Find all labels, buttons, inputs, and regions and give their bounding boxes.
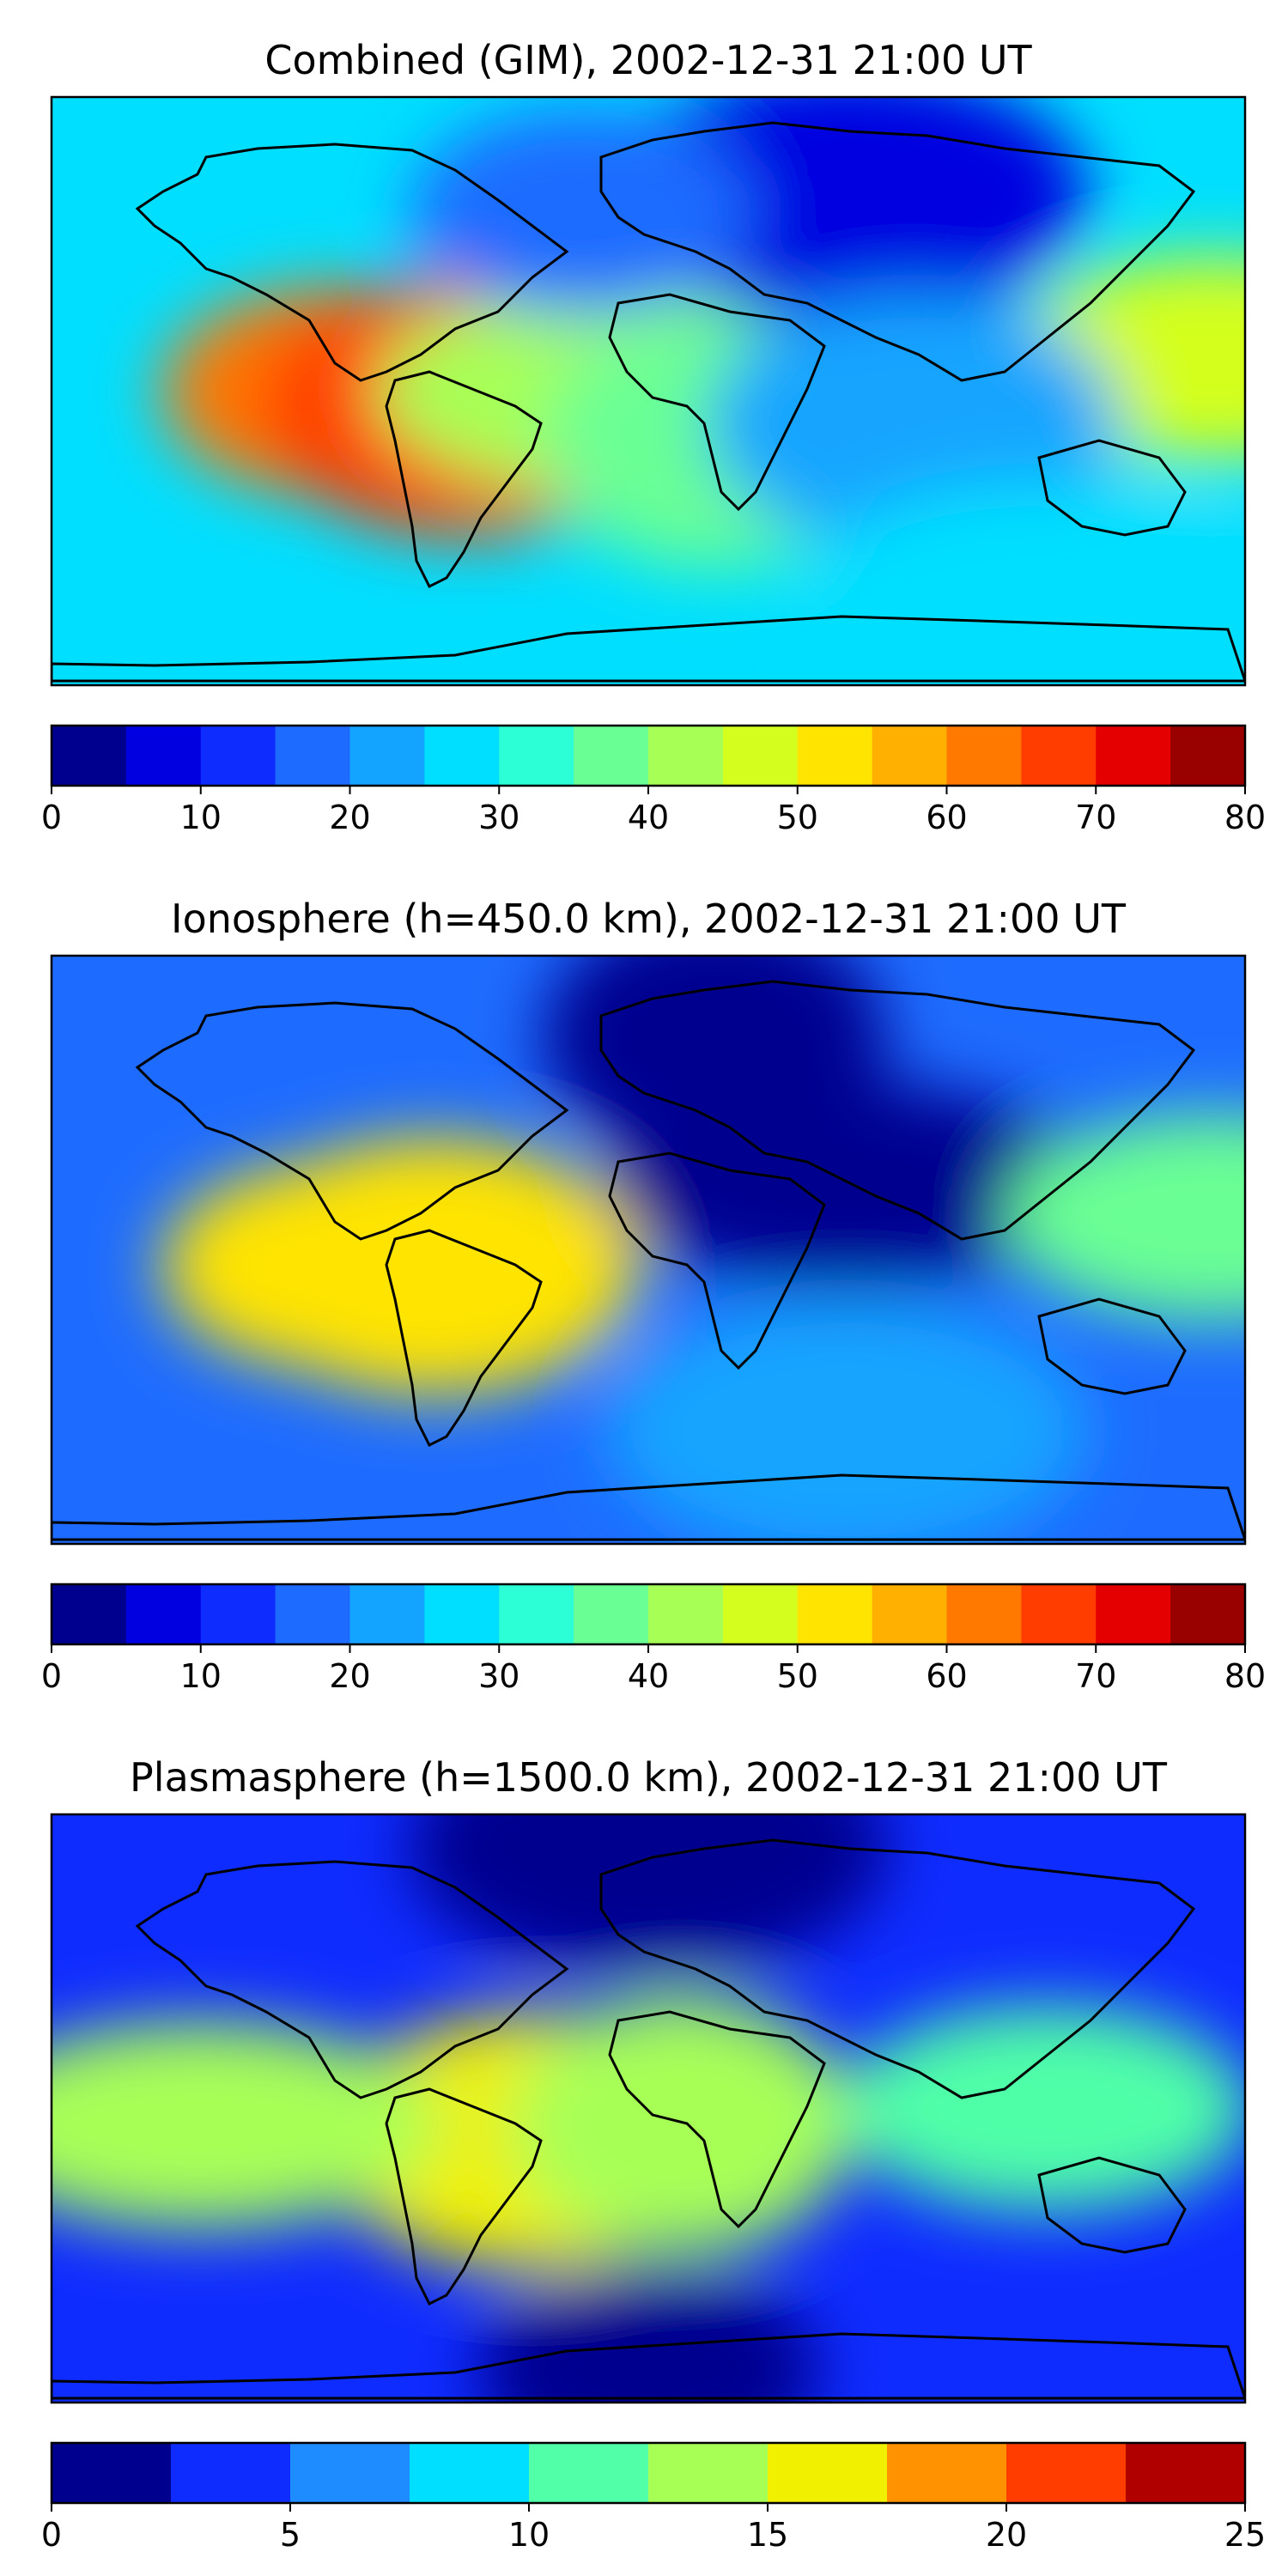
- chart-title-plasmasphere: Plasmasphere (h=1500.0 km), 2002-12-31 2…: [130, 1754, 1168, 1801]
- colorbar-segment-combined-9: [722, 726, 799, 786]
- colorbar-segment-ionosphere-10: [797, 1584, 873, 1644]
- panel-ionosphere: Ionosphere (h=450.0 km), 2002-12-31 21:0…: [41, 896, 1266, 1695]
- map-frame-plasmasphere: [50, 1813, 1247, 2404]
- contour-region-ionosphere-5: [606, 1300, 1088, 1544]
- colorbar-segment-combined-7: [574, 726, 649, 786]
- colorbar-segment-combined-10: [797, 726, 873, 786]
- colorbar-tick-label-combined-5: 50: [777, 799, 818, 836]
- colorbar-segment-plasmasphere-8: [1006, 2443, 1127, 2503]
- colorbar-tick-label-combined-4: 40: [628, 799, 669, 836]
- colorbar-segment-ionosphere-4: [349, 1584, 425, 1644]
- colorbar-segment-plasmasphere-7: [887, 2443, 1007, 2503]
- colorbar-segment-plasmasphere-5: [648, 2443, 769, 2503]
- colorbar-tick-label-ionosphere-0: 0: [41, 1657, 62, 1695]
- contour-region-combined-8: [805, 483, 1245, 685]
- colorbar-tick-label-plasmasphere-3: 15: [747, 2516, 788, 2554]
- colorbar-segment-plasmasphere-2: [290, 2443, 410, 2503]
- colorbar-tick-label-ionosphere-8: 80: [1224, 1657, 1266, 1695]
- colorbar-ticks-combined: 0 10 20 30 40 50 60 70 80: [41, 786, 1266, 836]
- colorbar-segment-ionosphere-6: [499, 1584, 574, 1644]
- colorbar-segment-plasmasphere-9: [1126, 2443, 1246, 2503]
- contour-region-ionosphere-3: [543, 956, 887, 1167]
- chart-title-combined: Combined (GIM), 2002-12-31 21:00 UT: [264, 37, 1032, 83]
- colorbar-tick-label-ionosphere-5: 50: [777, 1657, 818, 1695]
- contour-region-plasmasphere-3: [509, 1996, 854, 2254]
- contour-region-plasmasphere-2: [52, 2021, 441, 2228]
- map-frame-combined: [50, 95, 1247, 687]
- colorbar-segment-combined-15: [1170, 726, 1246, 786]
- colorbar-tick-label-combined-0: 0: [41, 799, 62, 836]
- colorbar-segment-ionosphere-1: [125, 1584, 202, 1644]
- colorbar-tick-label-combined-6: 60: [926, 799, 967, 836]
- contour-region-plasmasphere-6: [477, 2266, 820, 2403]
- colorbar-segment-combined-1: [125, 726, 202, 786]
- contour-region-plasmasphere-4: [840, 2005, 1245, 2212]
- colorbar-segment-plasmasphere-6: [768, 2443, 888, 2503]
- contour-region-ionosphere-1: [227, 1137, 640, 1395]
- colorbar-tick-label-ionosphere-3: 30: [478, 1657, 519, 1695]
- colorbar-segment-ionosphere-15: [1170, 1584, 1246, 1644]
- colorbar-tick-label-ionosphere-2: 20: [329, 1657, 370, 1695]
- colorbar-segment-ionosphere-11: [872, 1584, 947, 1644]
- colorbar-segment-ionosphere-7: [574, 1584, 649, 1644]
- panel-plasmasphere: Plasmasphere (h=1500.0 km), 2002-12-31 2…: [41, 1754, 1266, 2554]
- colorbar-segment-ionosphere-8: [648, 1584, 724, 1644]
- heatmap-field-plasmasphere: [52, 1814, 1245, 2403]
- colorbar-segment-ionosphere-9: [722, 1584, 799, 1644]
- colorbar-tick-label-ionosphere-4: 40: [628, 1657, 669, 1695]
- colorbar-tick-label-plasmasphere-4: 20: [986, 2516, 1027, 2554]
- map-frame-ionosphere: [50, 954, 1247, 1546]
- colorbar-segment-combined-11: [872, 726, 947, 786]
- colorbar-ticks-plasmasphere: 0 5 10 15 20 25: [41, 2503, 1266, 2554]
- contour-region-plasmasphere-5: [408, 1814, 889, 1977]
- colorbar-segment-combined-5: [424, 726, 500, 786]
- colorbar-segment-combined-12: [946, 726, 1022, 786]
- colorbar-tick-label-plasmasphere-0: 0: [41, 2516, 62, 2554]
- colorbar-segment-ionosphere-5: [424, 1584, 500, 1644]
- colorbar-segment-combined-2: [200, 726, 276, 786]
- contour-region-combined-6: [410, 108, 754, 315]
- contour-region-ionosphere-4: [1005, 1114, 1245, 1321]
- colorbar-segment-combined-6: [499, 726, 574, 786]
- colorbar-segment-ionosphere-13: [1021, 1584, 1097, 1644]
- chart-title-ionosphere: Ionosphere (h=450.0 km), 2002-12-31 21:0…: [171, 896, 1127, 942]
- colorbar-segment-plasmasphere-3: [410, 2443, 530, 2503]
- colorbar-tick-label-ionosphere-7: 70: [1075, 1657, 1116, 1695]
- colorbar-segment-plasmasphere-0: [52, 2443, 172, 2503]
- colorbar-tick-label-plasmasphere-2: 10: [508, 2516, 550, 2554]
- colorbar-tick-label-combined-7: 70: [1075, 799, 1116, 836]
- colorbar-tick-label-plasmasphere-1: 5: [280, 2516, 301, 2554]
- colorbar-segment-ionosphere-0: [52, 1584, 127, 1644]
- colorbar-segment-combined-14: [1096, 726, 1171, 786]
- colorbar-tick-label-combined-1: 10: [180, 799, 222, 836]
- colorbar-segment-combined-8: [648, 726, 724, 786]
- colorbar-tick-label-combined-2: 20: [329, 799, 370, 836]
- colorbar-tick-label-ionosphere-6: 60: [926, 1657, 967, 1695]
- colorbar-segment-plasmasphere-1: [171, 2443, 291, 2503]
- colorbar-segment-ionosphere-14: [1096, 1584, 1171, 1644]
- colorbar-frame-plasmasphere: [50, 2441, 1247, 2505]
- colorbar-segment-combined-4: [349, 726, 425, 786]
- colorbar-segment-ionosphere-3: [275, 1584, 350, 1644]
- colorbar-ionosphere: [50, 1583, 1247, 1646]
- colorbar-plasmasphere: [50, 2441, 1247, 2505]
- colorbar-tick-label-ionosphere-1: 10: [180, 1657, 222, 1695]
- colorbar-combined: [50, 724, 1247, 787]
- panel-combined: Combined (GIM), 2002-12-31 21:00 UT 0 10 2…: [41, 37, 1266, 836]
- colorbar-segment-combined-0: [52, 726, 127, 786]
- colorbar-segment-combined-3: [275, 726, 350, 786]
- colorbar-segment-plasmasphere-4: [529, 2443, 649, 2503]
- colorbar-ticks-ionosphere: 0 10 20 30 40 50 60 70 80: [41, 1644, 1266, 1695]
- colorbar-tick-label-plasmasphere-5: 25: [1224, 2516, 1266, 2554]
- colorbar-tick-label-combined-8: 80: [1224, 799, 1266, 836]
- colorbar-tick-label-combined-3: 30: [478, 799, 519, 836]
- colorbar-segment-ionosphere-12: [946, 1584, 1022, 1644]
- colorbar-segment-combined-13: [1021, 726, 1097, 786]
- colorbar-segment-ionosphere-2: [200, 1584, 276, 1644]
